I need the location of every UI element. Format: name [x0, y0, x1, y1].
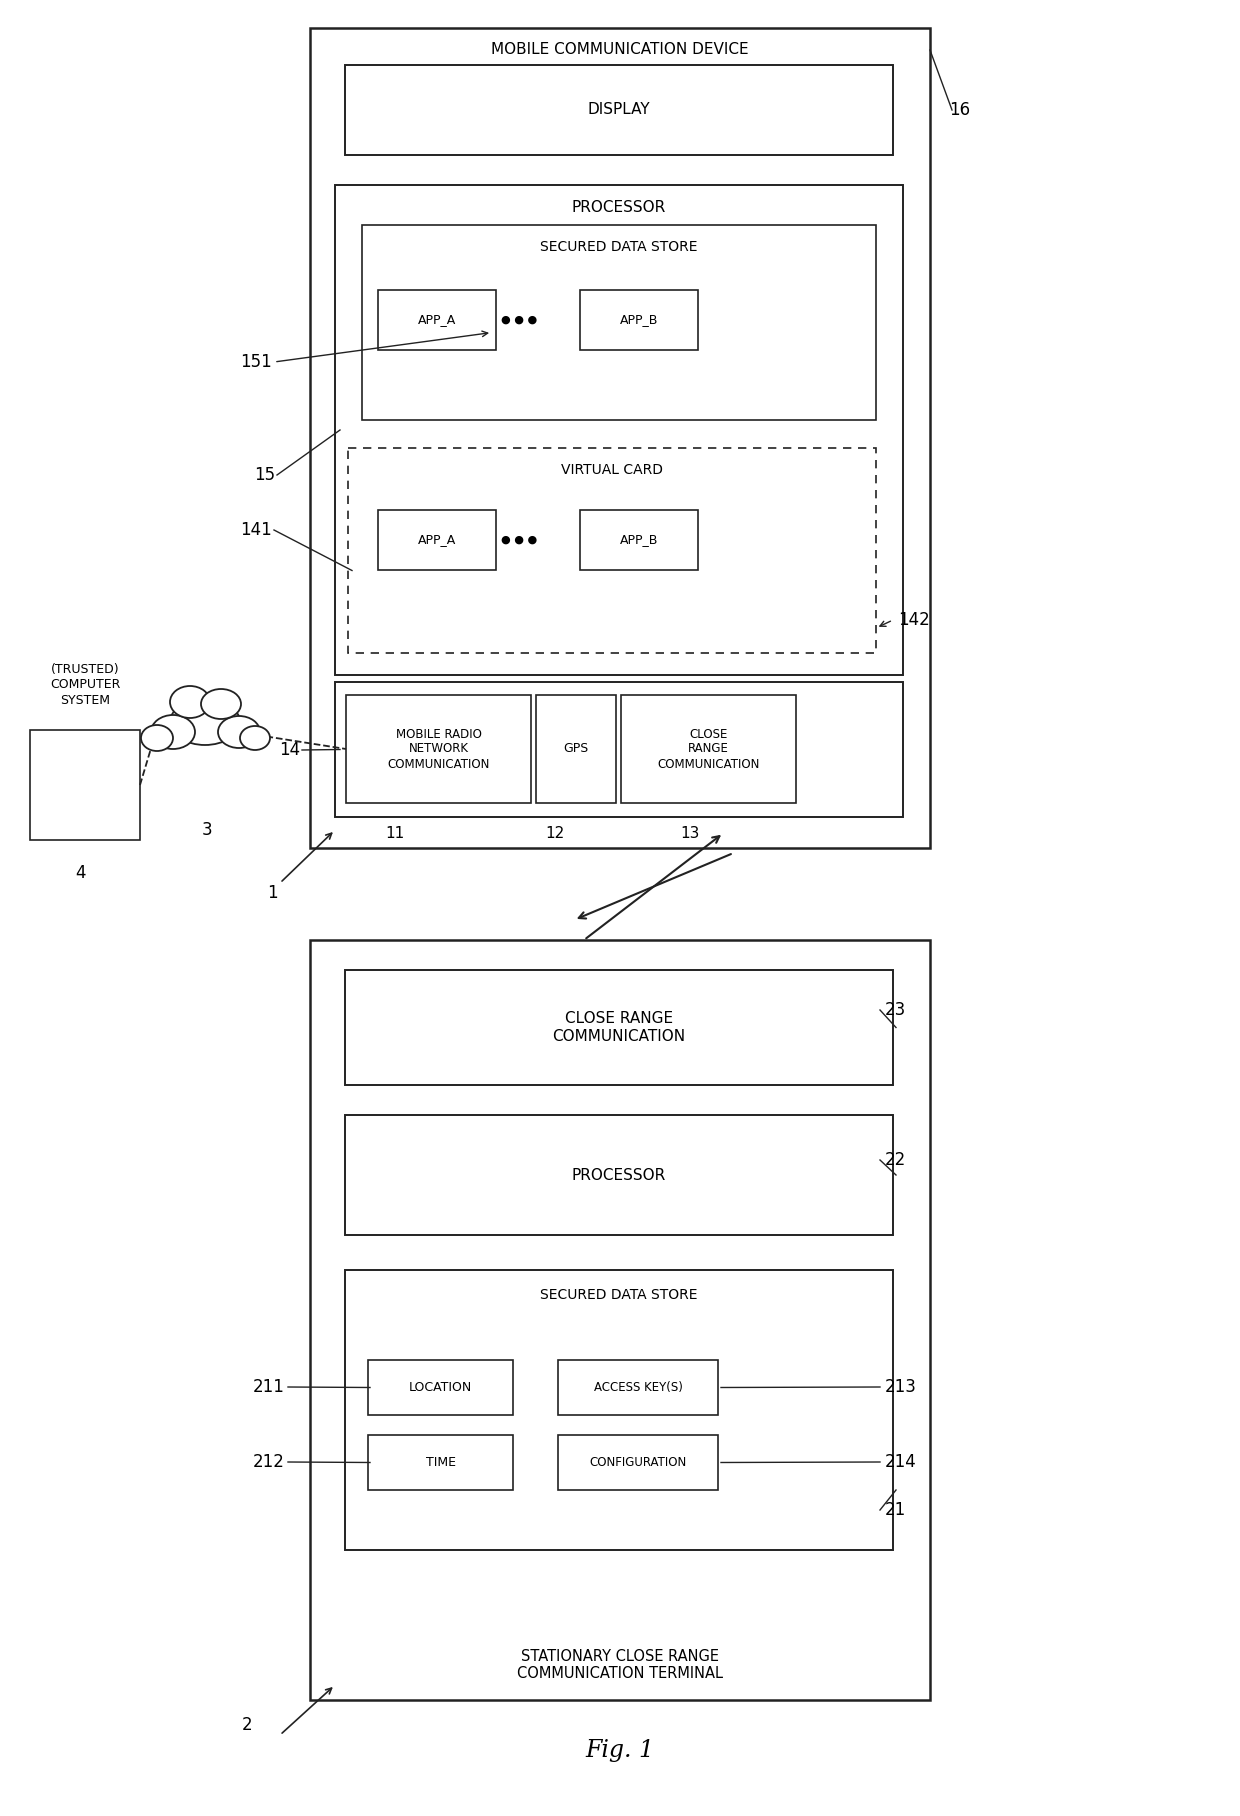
Text: MOBILE RADIO
NETWORK
COMMUNICATION: MOBILE RADIO NETWORK COMMUNICATION: [387, 728, 490, 770]
Text: DISPLAY: DISPLAY: [588, 102, 650, 118]
Text: (TRUSTED)
COMPUTER
SYSTEM: (TRUSTED) COMPUTER SYSTEM: [50, 663, 120, 706]
Text: 1: 1: [267, 884, 278, 903]
Bar: [335, 185, 903, 676]
Text: SECURED DATA STORE: SECURED DATA STORE: [541, 240, 698, 254]
Text: 13: 13: [681, 826, 699, 841]
Text: 2: 2: [242, 1716, 252, 1734]
Bar: [368, 1435, 513, 1489]
Text: STATIONARY CLOSE RANGE
COMMUNICATION TERMINAL: STATIONARY CLOSE RANGE COMMUNICATION TER…: [517, 1649, 723, 1682]
Bar: [335, 683, 903, 817]
Text: 213: 213: [885, 1378, 916, 1397]
Text: 211: 211: [253, 1378, 285, 1397]
Text: ● ● ●: ● ● ●: [501, 314, 537, 325]
Bar: [580, 510, 698, 570]
Bar: [558, 1435, 718, 1489]
Text: 14: 14: [279, 741, 300, 759]
Text: 212: 212: [253, 1453, 285, 1471]
Text: MOBILE COMMUNICATION DEVICE: MOBILE COMMUNICATION DEVICE: [491, 42, 749, 58]
Bar: [580, 291, 698, 350]
Text: APP_A: APP_A: [418, 314, 456, 327]
Text: 15: 15: [254, 467, 275, 485]
Text: TIME: TIME: [425, 1456, 455, 1469]
Text: APP_B: APP_B: [620, 314, 658, 327]
Text: Fig. 1: Fig. 1: [585, 1738, 655, 1762]
Bar: [346, 696, 531, 803]
Text: CONFIGURATION: CONFIGURATION: [589, 1456, 687, 1469]
Text: CLOSE
RANGE
COMMUNICATION: CLOSE RANGE COMMUNICATION: [657, 728, 760, 770]
Bar: [345, 1269, 893, 1551]
Ellipse shape: [201, 688, 241, 719]
Text: 21: 21: [885, 1502, 906, 1518]
Ellipse shape: [241, 726, 270, 750]
Bar: [310, 27, 930, 848]
Text: 151: 151: [241, 352, 272, 370]
Bar: [378, 291, 496, 350]
Text: 11: 11: [386, 826, 404, 841]
Text: CLOSE RANGE
COMMUNICATION: CLOSE RANGE COMMUNICATION: [553, 1012, 686, 1044]
Ellipse shape: [218, 716, 260, 748]
Ellipse shape: [170, 699, 241, 745]
Bar: [345, 970, 893, 1084]
Text: VIRTUAL CARD: VIRTUAL CARD: [560, 463, 663, 478]
Bar: [348, 449, 875, 654]
Text: 16: 16: [950, 102, 971, 120]
Text: 141: 141: [241, 521, 272, 539]
Bar: [621, 696, 796, 803]
Text: 22: 22: [885, 1151, 906, 1170]
Text: 4: 4: [74, 864, 86, 883]
Text: 3: 3: [202, 821, 212, 839]
Text: ● ● ●: ● ● ●: [501, 536, 537, 545]
Bar: [310, 941, 930, 1700]
Text: SECURED DATA STORE: SECURED DATA STORE: [541, 1288, 698, 1302]
Ellipse shape: [151, 716, 195, 748]
Bar: [362, 225, 875, 419]
Bar: [378, 510, 496, 570]
Bar: [368, 1360, 513, 1415]
Bar: [536, 696, 616, 803]
Bar: [345, 1115, 893, 1235]
Bar: [558, 1360, 718, 1415]
Text: 23: 23: [885, 1001, 906, 1019]
Bar: [345, 65, 893, 154]
Text: GPS: GPS: [563, 743, 589, 755]
Text: PROCESSOR: PROCESSOR: [572, 200, 666, 214]
Ellipse shape: [170, 686, 210, 717]
Ellipse shape: [141, 725, 174, 752]
Text: 214: 214: [885, 1453, 916, 1471]
Text: APP_A: APP_A: [418, 534, 456, 547]
Text: ACCESS KEY(S): ACCESS KEY(S): [594, 1380, 682, 1395]
Text: 12: 12: [546, 826, 564, 841]
Text: LOCATION: LOCATION: [409, 1380, 472, 1395]
Text: PROCESSOR: PROCESSOR: [572, 1168, 666, 1182]
Bar: [30, 730, 140, 841]
Text: APP_B: APP_B: [620, 534, 658, 547]
Text: 142: 142: [898, 610, 930, 628]
